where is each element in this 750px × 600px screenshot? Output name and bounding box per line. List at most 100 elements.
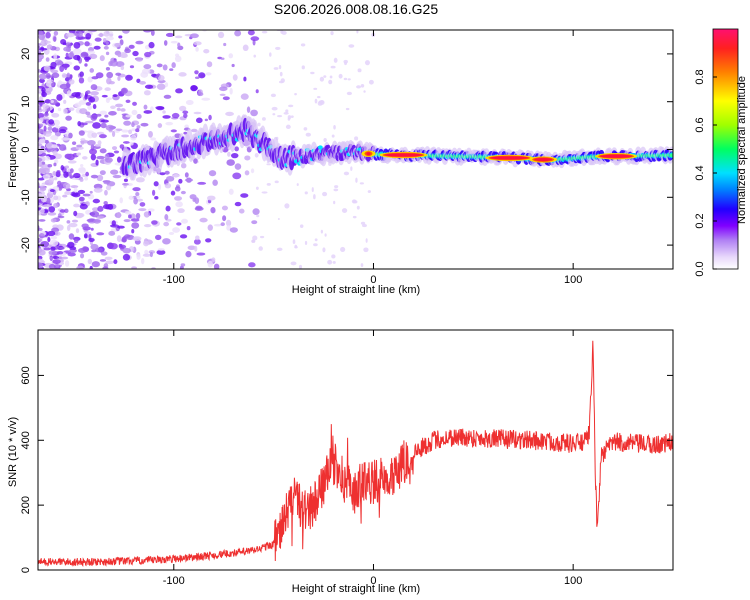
snr-y-label: SNR (10 * v/v) xyxy=(7,417,19,487)
spectrogram-speckle xyxy=(193,238,201,245)
spectrogram-speckle xyxy=(75,146,84,150)
spectrogram-speckle xyxy=(129,65,135,69)
spectrogram-speckle xyxy=(65,115,72,121)
spectrogram-speckle xyxy=(47,164,53,168)
spectrogram-speckle xyxy=(99,170,106,176)
spectrogram-speckle xyxy=(208,170,217,177)
spectrogram-speckle xyxy=(136,78,141,84)
spectrogram-speckle xyxy=(163,221,170,227)
spectrogram-speckle xyxy=(46,44,53,50)
spectrogram-speckle xyxy=(92,198,101,204)
spectrogram-speckle xyxy=(93,219,101,224)
spectrogram-speckle xyxy=(40,207,45,215)
spectrogram-speckle xyxy=(357,68,362,73)
spectrogram-speckle xyxy=(136,195,141,199)
spectrogram-speckle xyxy=(140,122,149,127)
spectrogram-speckle xyxy=(143,90,151,96)
spectrogram-speckle xyxy=(64,165,70,169)
spectrogram-speckle xyxy=(94,37,102,42)
spectrogram-speckle xyxy=(58,187,62,191)
spectrogram-speckle xyxy=(45,142,54,149)
spectrogram-speckle xyxy=(46,30,52,33)
spectrogram-speckle xyxy=(275,46,281,50)
spectrogram-speckle xyxy=(53,36,57,42)
spectrogram-speckle xyxy=(203,49,210,54)
spectrogram-speckle xyxy=(300,43,306,47)
spectrogram-speckle xyxy=(143,240,149,247)
spectrogram-speckle xyxy=(250,109,258,117)
spectrogram-speckle xyxy=(51,144,58,149)
spectrogram-speckle xyxy=(130,213,136,220)
spectrogram-speckle xyxy=(122,141,130,144)
spectrogram-speckle xyxy=(162,115,171,119)
spectrogram-speckle xyxy=(50,69,59,74)
spectrogram-speckle xyxy=(311,187,314,193)
spectrogram-speckle xyxy=(201,97,211,101)
spectrogram-speckle xyxy=(110,105,116,110)
spectrogram-speckle xyxy=(104,157,113,163)
spectrogram-speckle xyxy=(38,78,45,84)
spectrogram-speckle xyxy=(194,76,200,80)
spectrogram-speckle xyxy=(322,191,328,197)
colorbar-label: Normalized spectral amplitude xyxy=(736,76,748,224)
spectrogram-speckle xyxy=(255,89,259,94)
y-tick-label: 600 xyxy=(20,366,32,384)
spectrogram-speckle xyxy=(121,134,130,138)
spectrogram-speckle xyxy=(53,195,59,201)
spectrogram-speckle xyxy=(151,189,156,196)
spectrogram-speckle xyxy=(287,115,292,120)
spectrogram-speckle xyxy=(272,113,276,116)
spectrogram-speckle xyxy=(47,236,51,243)
spectrogram-speckle xyxy=(238,208,245,214)
spectrogram-speckle xyxy=(50,99,54,103)
spectrogram-speckle xyxy=(172,227,181,233)
spectrogram-speckle xyxy=(109,60,119,67)
spectrogram-speckle xyxy=(119,144,125,149)
spectrogram-speckle xyxy=(91,132,98,138)
spectrogram-speckle xyxy=(41,91,47,98)
spectrogram-speckle xyxy=(65,47,71,52)
x-tick-label: 0 xyxy=(370,575,376,587)
spectrogram-speckle xyxy=(193,41,202,46)
spectrogram-speckle xyxy=(124,48,131,54)
spectrogram-speckle xyxy=(294,92,297,96)
colorbar-tick-label: 0.0 xyxy=(694,261,706,276)
y-tick-label: 10 xyxy=(20,96,32,108)
spectrogram-speckle xyxy=(135,128,140,133)
spectrogram-speckle xyxy=(143,110,153,114)
spectrogram-speckle xyxy=(117,76,121,81)
spectrogram-speckle xyxy=(50,218,57,223)
spectrogram-speckle xyxy=(279,71,283,77)
spectrogram-speckle xyxy=(39,185,47,191)
spectrogram-speckle xyxy=(41,87,46,94)
spectrogram-speckle xyxy=(157,74,165,82)
spectrogram-speckle xyxy=(92,122,102,129)
spectrogram-speckle xyxy=(39,123,44,128)
spectrogram-speckle xyxy=(38,248,43,253)
spectrogram-speckle xyxy=(356,30,359,34)
spectrogram-speckle xyxy=(96,174,104,182)
y-tick-label: -10 xyxy=(20,189,32,205)
spectrogram-speckle xyxy=(356,85,362,89)
spectrogram-speckle xyxy=(253,54,257,58)
spectrogram-speckle xyxy=(136,253,141,260)
spectrogram-speckle xyxy=(175,88,183,94)
spectrogram-speckle xyxy=(210,206,216,214)
spectrogram-speckle xyxy=(43,125,47,132)
spectrogram-speckle xyxy=(117,225,125,229)
spectrogram-speckle xyxy=(87,258,92,265)
spectrogram-speckle xyxy=(184,172,189,178)
spectrogram-speckle xyxy=(66,72,71,78)
spectrogram-speckle xyxy=(76,55,81,61)
spectrogram-speckle xyxy=(277,115,283,118)
spectrogram-speckle xyxy=(53,162,57,167)
spectrogram-speckle xyxy=(113,259,118,265)
spectrogram-speckle xyxy=(95,159,99,166)
spectrogram-speckle xyxy=(251,220,258,225)
spectrogram-speckle xyxy=(71,177,80,181)
spectrogram-speckle xyxy=(244,155,251,161)
spectrogram-speckle xyxy=(56,170,61,174)
spectrogram-speckle xyxy=(57,107,62,112)
spectrogram-speckle xyxy=(313,194,316,200)
